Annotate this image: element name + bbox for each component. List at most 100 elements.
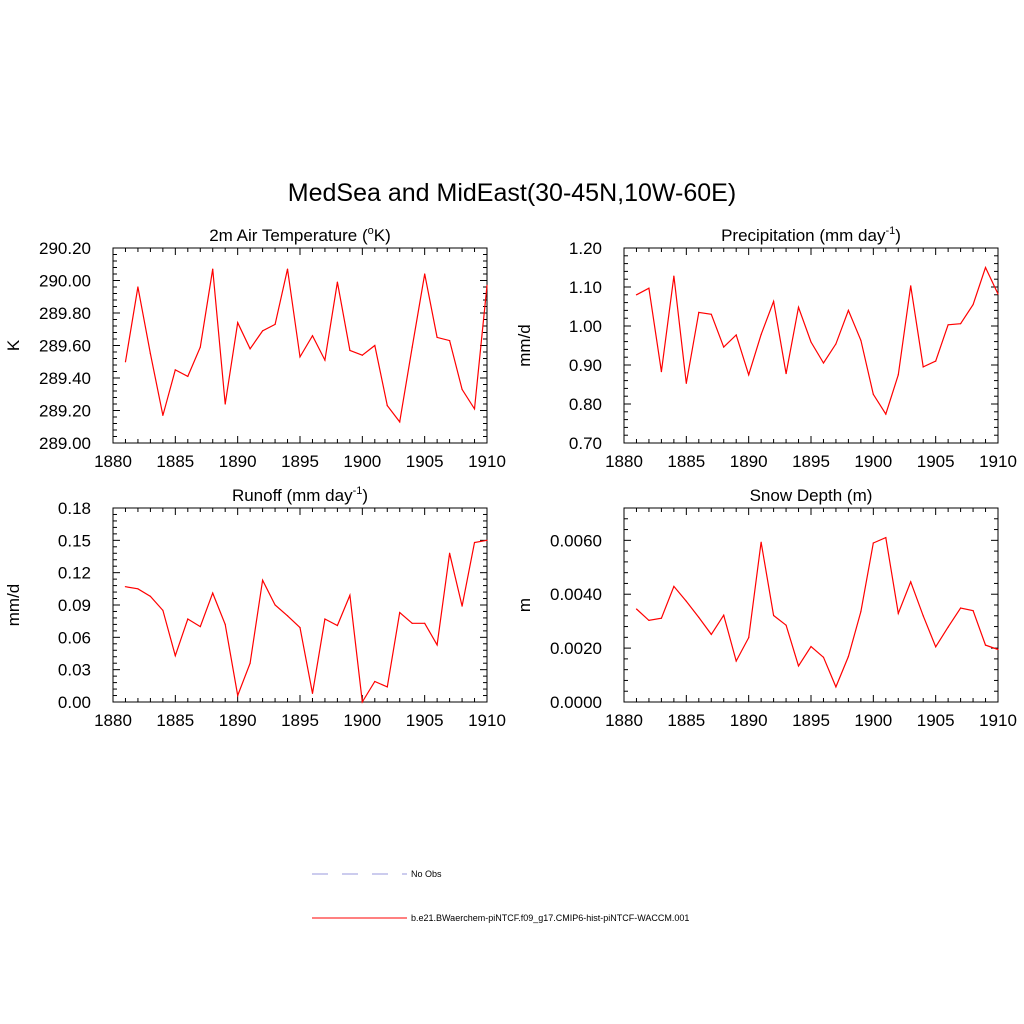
data-point <box>224 623 226 626</box>
chart-panel-1: 1880 1885 1890 1895 1900 1905 1910 289.00 289.20… <box>4 225 506 471</box>
data-point <box>149 353 151 355</box>
y-tick-label: 0.03 <box>58 661 91 680</box>
data-point <box>399 421 401 423</box>
y-tick-label: 0.0000 <box>550 693 602 712</box>
y-tick-label: 0.0020 <box>550 639 602 658</box>
data-point <box>311 335 314 337</box>
y-tick-label: 0.0040 <box>550 585 602 604</box>
data-point <box>910 285 912 287</box>
data-point <box>648 619 650 621</box>
data-point <box>698 616 700 618</box>
x-tick-label: 1905 <box>406 452 444 471</box>
x-tick-label: 1885 <box>156 452 194 471</box>
y-axis-label: mm/d <box>4 584 23 627</box>
data-point <box>773 300 775 303</box>
data-point <box>972 303 974 306</box>
data-point <box>174 369 176 371</box>
data-point <box>199 625 201 628</box>
data-point <box>199 346 201 348</box>
series-line <box>636 536 999 689</box>
data-point <box>461 605 463 607</box>
data-point <box>960 607 962 609</box>
data-point <box>835 343 837 345</box>
x-tick-label: 1900 <box>854 452 892 471</box>
data-point <box>947 626 949 628</box>
data-point <box>685 382 687 384</box>
data-point <box>797 665 800 667</box>
data-point <box>262 330 264 332</box>
data-point <box>810 341 812 343</box>
data-point <box>822 656 825 658</box>
y-tick-label: 290.20 <box>39 239 91 258</box>
data-point <box>237 322 239 324</box>
data-point <box>436 336 438 338</box>
data-point <box>449 552 451 554</box>
data-point <box>149 595 151 597</box>
chart-panel-3: 1880 1885 1890 1895 1900 1905 1910 0.00 0.03 0.06… <box>4 485 506 730</box>
data-point <box>860 610 862 613</box>
data-point <box>411 346 413 348</box>
panel-title: Snow Depth (m) <box>750 486 873 505</box>
data-point <box>249 348 251 350</box>
plot-frame <box>112 247 488 444</box>
data-point <box>486 539 488 541</box>
data-point <box>872 393 874 395</box>
data-point <box>785 372 787 375</box>
y-tick-label: 289.40 <box>39 369 91 388</box>
data-point <box>760 541 762 543</box>
data-point <box>698 311 700 313</box>
data-point <box>212 268 214 270</box>
plot-frame <box>623 247 999 444</box>
data-point <box>436 644 438 646</box>
plot-frame <box>112 507 488 703</box>
y-axis-label: mm/d <box>515 324 534 367</box>
x-tick-label: 1895 <box>792 452 830 471</box>
data-point <box>212 592 214 594</box>
x-tick-label: 1880 <box>94 711 132 730</box>
data-point <box>124 586 127 588</box>
data-point <box>760 333 762 336</box>
x-tick-label: 1895 <box>281 452 319 471</box>
data-point <box>685 600 687 602</box>
data-point <box>411 622 413 624</box>
data-point <box>324 618 326 620</box>
data-point <box>860 339 862 342</box>
y-tick-label: 290.00 <box>39 272 91 291</box>
data-point <box>187 618 189 620</box>
y-tick-label: 0.90 <box>569 356 602 375</box>
x-tick-label: 1910 <box>979 452 1017 471</box>
y-tick-label: 0.0060 <box>550 531 602 550</box>
data-point <box>299 627 301 629</box>
x-tick-label: 1890 <box>730 452 768 471</box>
data-point <box>449 340 451 342</box>
data-point <box>847 655 850 658</box>
data-point <box>424 273 426 275</box>
data-point <box>648 287 650 289</box>
data-point <box>673 275 675 277</box>
data-point <box>124 361 127 363</box>
data-point <box>349 594 351 596</box>
data-point <box>336 281 338 283</box>
x-tick-label: 1905 <box>917 452 955 471</box>
data-point <box>635 294 638 296</box>
data-point <box>374 680 376 683</box>
data-point <box>473 541 476 544</box>
data-point <box>673 585 675 588</box>
legend-model-label: b.e21.BWaerchem-piNTCF.f09_g17.CMIP6-his… <box>411 913 689 923</box>
x-tick-label: 1885 <box>667 711 705 730</box>
data-point <box>424 622 426 624</box>
y-tick-label: 1.10 <box>569 278 602 297</box>
data-point <box>984 266 987 269</box>
data-point <box>324 359 326 361</box>
panel-title: Precipitation (mm day-1) <box>721 225 901 245</box>
x-tick-label: 1890 <box>219 452 257 471</box>
data-point <box>935 646 937 648</box>
x-tick-label: 1885 <box>667 452 705 471</box>
data-point <box>249 662 251 664</box>
data-point <box>947 324 949 326</box>
y-tick-label: 289.60 <box>39 337 91 356</box>
x-tick-label: 1880 <box>94 452 132 471</box>
data-point <box>237 694 239 697</box>
data-point <box>137 286 139 288</box>
